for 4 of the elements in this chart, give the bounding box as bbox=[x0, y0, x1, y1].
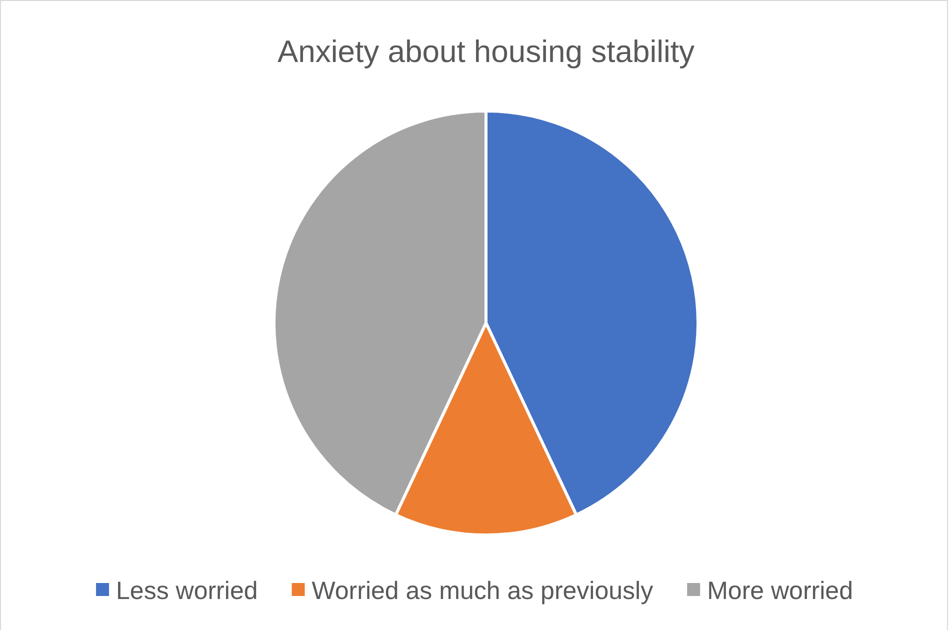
legend-label: More worried bbox=[707, 577, 853, 606]
legend-label: Worried as much as previously bbox=[312, 577, 654, 606]
chart-title: Anxiety about housing stability bbox=[277, 34, 696, 69]
legend-label: Less worried bbox=[116, 577, 258, 606]
